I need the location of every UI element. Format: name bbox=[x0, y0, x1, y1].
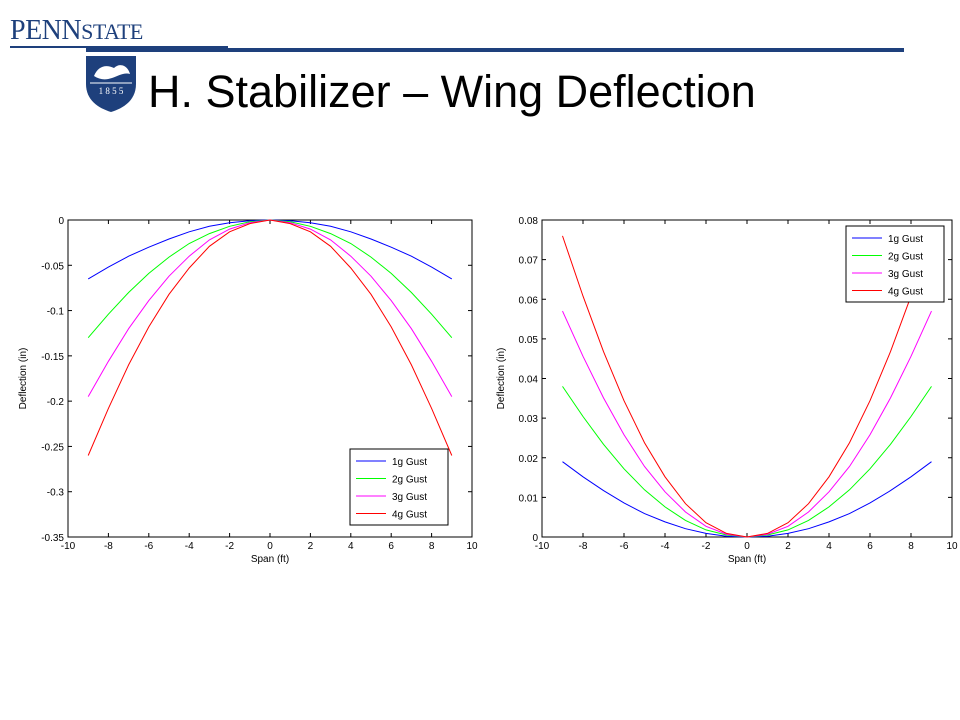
legend-label: 2g Gust bbox=[888, 252, 923, 263]
brand-main: PENN bbox=[10, 15, 82, 46]
x-tick-label: -8 bbox=[579, 541, 588, 552]
y-tick-label: 0.07 bbox=[519, 256, 539, 267]
legend-label: 1g Gust bbox=[392, 457, 427, 468]
x-tick-label: 10 bbox=[946, 541, 958, 552]
x-axis-label: Span (ft) bbox=[728, 554, 766, 565]
y-tick-label: 0.08 bbox=[519, 216, 539, 227]
right-deflection-chart: -10 -8 -6 -4 -2 0 2 4 6 8 10 0 0.01 0.02 0.03 0.04 0.05 0… bbox=[496, 216, 958, 565]
page-title: H. Stabilizer – Wing Deflection bbox=[148, 66, 756, 117]
x-tick-label: 4 bbox=[348, 541, 354, 552]
legend-label: 2g Gust bbox=[392, 475, 427, 486]
x-tick-label: 2 bbox=[785, 541, 791, 552]
x-tick-label: 6 bbox=[867, 541, 873, 552]
y-tick-label: 0.05 bbox=[519, 335, 539, 346]
legend-label: 3g Gust bbox=[888, 269, 923, 280]
legend-label: 3g Gust bbox=[392, 492, 427, 503]
series-line-4g bbox=[87, 219, 453, 456]
y-tick-label: -0.2 bbox=[47, 397, 65, 408]
x-tick-label: 0 bbox=[267, 541, 273, 552]
x-tick-label: -6 bbox=[144, 541, 153, 552]
x-tick-label: 10 bbox=[466, 541, 478, 552]
x-tick-label: 0 bbox=[744, 541, 750, 552]
pennstate-shield-icon: 1 8 5 5 bbox=[86, 56, 136, 112]
x-tick-label: -10 bbox=[61, 541, 76, 552]
y-axis-label: Deflection (in) bbox=[496, 348, 507, 410]
y-tick-label: -0.1 bbox=[47, 307, 65, 318]
y-tick-label: -0.25 bbox=[41, 442, 64, 453]
pennstate-wordmark: PENNSTATE bbox=[10, 14, 143, 49]
wordmark-underline bbox=[10, 46, 228, 48]
y-tick-label: 0.02 bbox=[519, 454, 539, 465]
y-tick-label: 0 bbox=[58, 216, 64, 227]
y-tick-label: 0.03 bbox=[519, 414, 539, 425]
header-rule bbox=[86, 48, 904, 52]
brand-second: STATE bbox=[81, 19, 143, 44]
y-tick-label: 0 bbox=[532, 533, 538, 544]
x-tick-label: 2 bbox=[308, 541, 314, 552]
y-axis-label: Deflection (in) bbox=[18, 348, 29, 410]
y-tick-label: -0.15 bbox=[41, 352, 64, 363]
x-tick-label: 8 bbox=[429, 541, 435, 552]
legend-box bbox=[845, 225, 945, 303]
x-tick-label: 4 bbox=[826, 541, 832, 552]
y-tick-label: -0.35 bbox=[41, 533, 64, 544]
x-tick-label: -4 bbox=[185, 541, 194, 552]
y-tick-label: -0.05 bbox=[41, 261, 64, 272]
x-tick-label: -2 bbox=[702, 541, 711, 552]
series-line-4g bbox=[562, 235, 932, 538]
x-tick-label: -10 bbox=[535, 541, 550, 552]
x-tick-label: 8 bbox=[908, 541, 914, 552]
y-tick-label: 0.01 bbox=[519, 493, 539, 504]
seal-text: 1 8 5 5 bbox=[99, 86, 124, 96]
y-tick-label: -0.3 bbox=[47, 488, 65, 499]
x-tick-label: 6 bbox=[388, 541, 394, 552]
x-tick-label: -8 bbox=[104, 541, 113, 552]
legend-box bbox=[349, 448, 449, 526]
left-deflection-chart: -10 -8 -6 -4 -2 0 2 4 6 8 10 0 -0.05 -0.1 -0.15 -0.2 -0.… bbox=[18, 216, 478, 565]
y-tick-label: 0.06 bbox=[519, 295, 539, 306]
legend-label: 1g Gust bbox=[888, 234, 923, 245]
x-tick-label: -2 bbox=[225, 541, 234, 552]
legend-label: 4g Gust bbox=[888, 287, 923, 298]
x-tick-label: -4 bbox=[661, 541, 670, 552]
x-tick-label: -6 bbox=[620, 541, 629, 552]
legend-label: 4g Gust bbox=[392, 510, 427, 521]
x-axis-label: Span (ft) bbox=[251, 554, 289, 565]
y-tick-label: 0.04 bbox=[519, 375, 539, 386]
